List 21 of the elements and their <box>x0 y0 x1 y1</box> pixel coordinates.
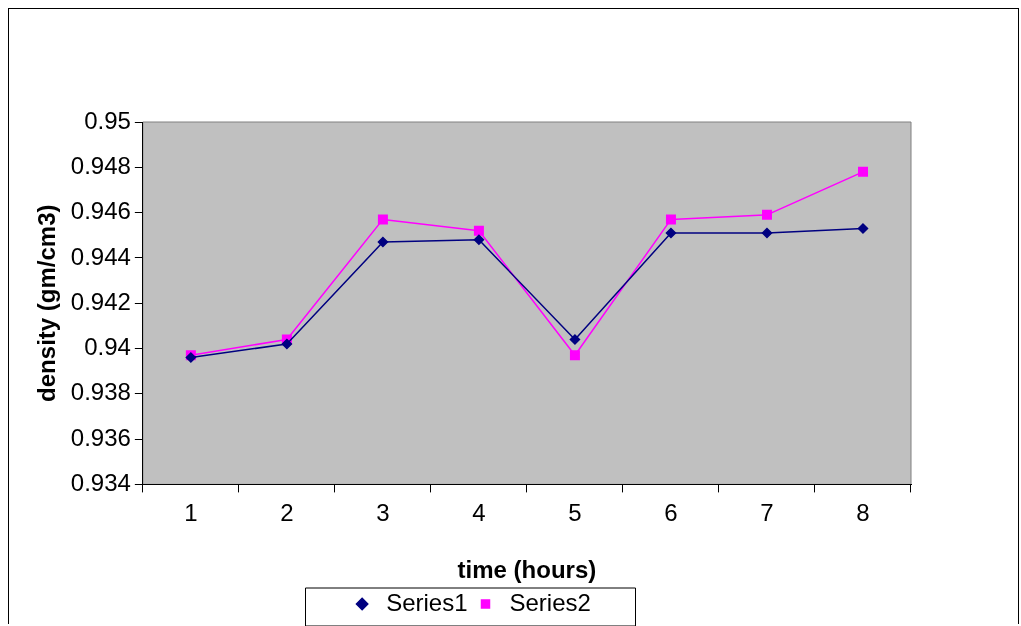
y-tick-label: 0.946 <box>70 197 131 225</box>
y-tick-label: 0.942 <box>70 287 131 315</box>
y-axis-title: density (gm/cm3) <box>33 204 61 402</box>
x-tick-label: 2 <box>280 499 294 527</box>
x-tick-label: 1 <box>184 499 198 527</box>
y-tick-label: 0.944 <box>70 242 131 270</box>
y-tick-label: 0.936 <box>70 423 131 451</box>
x-tick-label: 4 <box>472 499 486 527</box>
legend-label: Series2 <box>509 588 591 616</box>
y-tick-label: 0.938 <box>70 378 131 406</box>
x-axis-title: time (hours) <box>457 556 597 584</box>
x-tick-label: 6 <box>664 499 678 527</box>
y-tick-label: 0.94 <box>84 333 131 361</box>
x-tick-label: 3 <box>376 499 390 527</box>
x-tick-label: 5 <box>568 499 582 527</box>
legend-label: Series1 <box>386 588 468 616</box>
y-tick-label: 0.934 <box>70 469 131 497</box>
y-tick-label: 0.948 <box>70 151 131 179</box>
y-tick-label: 0.95 <box>84 106 131 134</box>
x-tick-label: 8 <box>856 499 870 527</box>
x-tick-label: 7 <box>760 499 774 527</box>
